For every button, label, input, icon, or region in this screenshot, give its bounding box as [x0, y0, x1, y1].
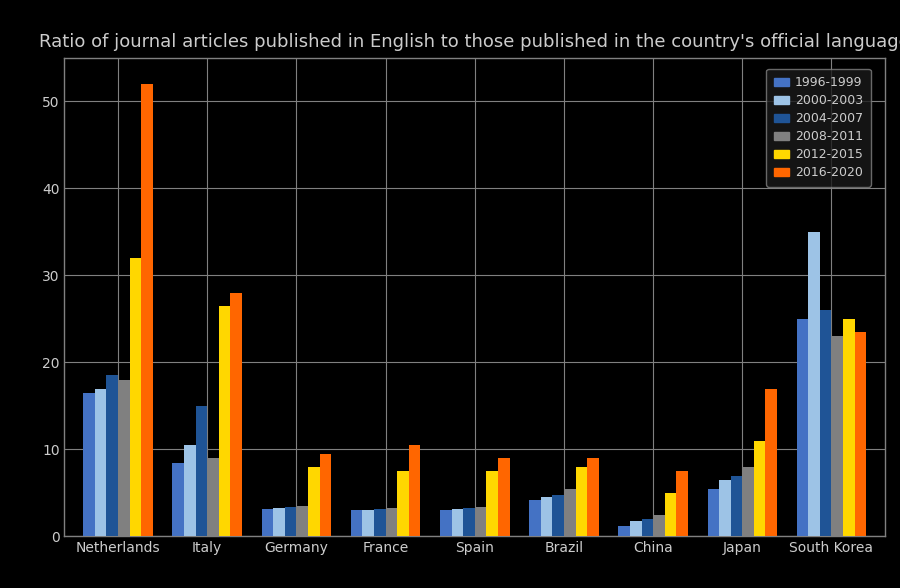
- Bar: [676, 471, 688, 536]
- Bar: [320, 454, 331, 536]
- Bar: [820, 310, 832, 536]
- Bar: [284, 507, 296, 536]
- Bar: [397, 471, 409, 536]
- Bar: [665, 493, 676, 536]
- Bar: [843, 319, 855, 536]
- Bar: [94, 389, 106, 536]
- Bar: [529, 500, 541, 536]
- Title: Ratio of journal articles published in English to those published in the country: Ratio of journal articles published in E…: [40, 33, 900, 51]
- Bar: [564, 489, 575, 536]
- Bar: [440, 510, 452, 536]
- Bar: [707, 489, 719, 536]
- Bar: [262, 509, 274, 536]
- Bar: [452, 509, 464, 536]
- Bar: [363, 510, 374, 536]
- Bar: [630, 521, 642, 536]
- Bar: [832, 336, 843, 536]
- Bar: [653, 514, 665, 536]
- Bar: [219, 306, 230, 536]
- Bar: [474, 507, 486, 536]
- Bar: [731, 476, 742, 536]
- Bar: [296, 506, 308, 536]
- Bar: [409, 445, 420, 536]
- Bar: [308, 467, 320, 536]
- Bar: [274, 508, 284, 536]
- Bar: [808, 232, 820, 536]
- Bar: [83, 393, 94, 536]
- Bar: [106, 376, 118, 536]
- Bar: [587, 458, 599, 536]
- Bar: [464, 508, 474, 536]
- Bar: [195, 406, 207, 536]
- Bar: [207, 458, 219, 536]
- Bar: [766, 389, 777, 536]
- Bar: [553, 495, 564, 536]
- Bar: [486, 471, 498, 536]
- Bar: [118, 380, 130, 536]
- Bar: [742, 467, 754, 536]
- Bar: [719, 480, 731, 536]
- Bar: [385, 508, 397, 536]
- Bar: [141, 84, 153, 536]
- Bar: [173, 463, 184, 536]
- Bar: [642, 519, 653, 536]
- Bar: [374, 509, 385, 536]
- Bar: [855, 332, 867, 536]
- Bar: [498, 458, 509, 536]
- Legend: 1996-1999, 2000-2003, 2004-2007, 2008-2011, 2012-2015, 2016-2020: 1996-1999, 2000-2003, 2004-2007, 2008-20…: [766, 69, 870, 187]
- Bar: [541, 497, 553, 536]
- Bar: [130, 258, 141, 536]
- Bar: [754, 441, 766, 536]
- Bar: [796, 319, 808, 536]
- Bar: [184, 445, 195, 536]
- Bar: [575, 467, 587, 536]
- Bar: [351, 510, 363, 536]
- Bar: [618, 526, 630, 536]
- Bar: [230, 293, 242, 536]
